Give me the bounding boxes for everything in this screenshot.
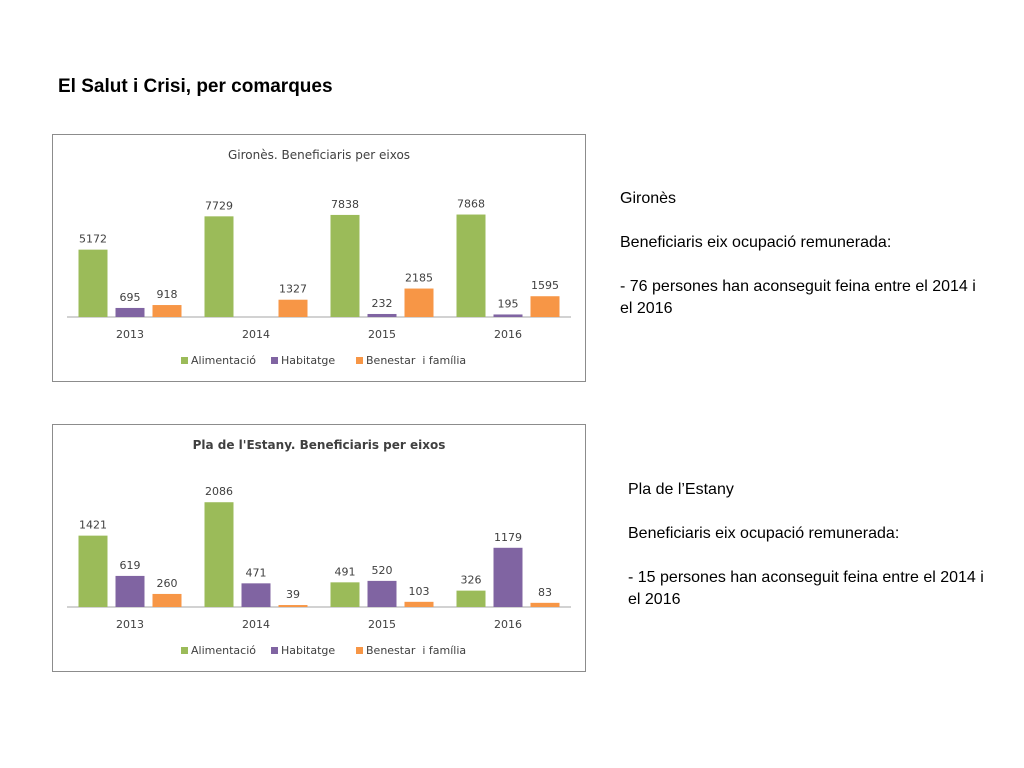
bar-habitatge-2016 [493, 547, 523, 607]
data-label: 1327 [279, 283, 307, 296]
chart-pla-de-lestany: Pla de l'Estany. Beneficiaris per eixos 1… [52, 424, 586, 672]
description-region-name: Gironès [620, 190, 677, 207]
bar-benestar-i-família-2014 [278, 605, 308, 607]
legend-swatch [356, 647, 363, 654]
legend-label: Benestar i família [366, 644, 466, 657]
bar-habitatge-2016 [493, 314, 523, 317]
data-label: 471 [246, 566, 267, 579]
bar-benestar-i-família-2016 [530, 296, 560, 317]
x-tick-label: 2014 [242, 618, 270, 631]
data-label: 39 [286, 588, 300, 601]
legend-label: Benestar i família [366, 354, 466, 367]
x-tick-label: 2015 [368, 328, 396, 341]
data-label: 2086 [205, 485, 233, 498]
data-label: 918 [157, 288, 178, 301]
data-label: 195 [498, 297, 519, 310]
bar-alimentació-2014 [204, 502, 234, 607]
bar-alimentació-2014 [204, 216, 234, 317]
data-label: 2185 [405, 272, 433, 285]
data-label: 7838 [331, 198, 359, 211]
x-tick-label: 2014 [242, 328, 270, 341]
bar-benestar-i-família-2013 [152, 305, 182, 317]
data-label: 520 [372, 564, 393, 577]
x-tick-label: 2016 [494, 328, 522, 341]
bar-alimentació-2013 [78, 535, 108, 607]
legend-swatch [271, 647, 278, 654]
legend-label: Habitatge [281, 644, 335, 657]
data-label: 7868 [457, 198, 485, 211]
data-label: 232 [372, 297, 393, 310]
description-region-name: Pla de l’Estany [628, 481, 734, 498]
legend-label: Alimentació [191, 354, 256, 367]
bar-benestar-i-família-2016 [530, 602, 560, 607]
bar-habitatge-2014 [241, 583, 271, 607]
bar-benestar-i-família-2013 [152, 593, 182, 607]
page-title: El Salut i Crisi, per comarques [58, 76, 333, 97]
legend-label: Habitatge [281, 354, 335, 367]
description-pla-de-lestany: Pla de l’Estany Beneficiaris eix ocupaci… [628, 479, 988, 611]
x-tick-label: 2013 [116, 328, 144, 341]
chart-pla-de-lestany-svg: Pla de l'Estany. Beneficiaris per eixos 1… [67, 438, 571, 657]
data-label: 260 [157, 577, 178, 590]
chart-title: Pla de l'Estany. Beneficiaris per eixos [193, 438, 446, 452]
legend-swatch [181, 647, 188, 654]
bar-alimentació-2015 [330, 214, 360, 317]
legend-swatch [181, 357, 188, 364]
x-tick-label: 2016 [494, 618, 522, 631]
data-label: 103 [409, 585, 430, 598]
bar-benestar-i-família-2015 [404, 288, 434, 317]
bar-habitatge-2013 [115, 575, 145, 607]
bar-alimentació-2016 [456, 590, 486, 607]
description-subtitle: Beneficiaris eix ocupació remunerada: [628, 525, 900, 542]
bar-alimentació-2013 [78, 249, 108, 317]
legend-swatch [271, 357, 278, 364]
data-label: 1595 [531, 279, 559, 292]
x-tick-label: 2015 [368, 618, 396, 631]
description-subtitle: Beneficiaris eix ocupació remunerada: [620, 234, 892, 251]
chart-girones-svg: Gironès. Beneficiaris per eixos 5172 695 91… [67, 148, 571, 367]
bar-alimentació-2016 [456, 214, 486, 317]
bar-alimentació-2015 [330, 582, 360, 607]
chart-title: Gironès. Beneficiaris per eixos [228, 148, 410, 162]
data-label: 7729 [205, 199, 233, 212]
chart-girones: Gironès. Beneficiaris per eixos 5172 695 91… [52, 134, 586, 382]
data-label: 5172 [79, 233, 107, 246]
data-label: 1421 [79, 519, 107, 532]
description-detail: - 76 persones han aconseguit feina entre… [620, 278, 976, 317]
legend-swatch [356, 357, 363, 364]
data-label: 1179 [494, 531, 522, 544]
x-tick-label: 2013 [116, 618, 144, 631]
description-girones: Gironès Beneficiaris eix ocupació remune… [620, 188, 980, 320]
bar-habitatge-2015 [367, 580, 397, 607]
bar-habitatge-2015 [367, 313, 397, 317]
bar-habitatge-2013 [115, 307, 145, 317]
data-label: 695 [120, 291, 141, 304]
bar-benestar-i-família-2014 [278, 299, 308, 317]
bar-benestar-i-família-2015 [404, 601, 434, 607]
data-label: 83 [538, 586, 552, 599]
description-detail: - 15 persones han aconseguit feina entre… [628, 569, 984, 608]
data-label: 619 [120, 559, 141, 572]
legend-label: Alimentació [191, 644, 256, 657]
data-label: 491 [335, 565, 356, 578]
data-label: 326 [461, 574, 482, 587]
